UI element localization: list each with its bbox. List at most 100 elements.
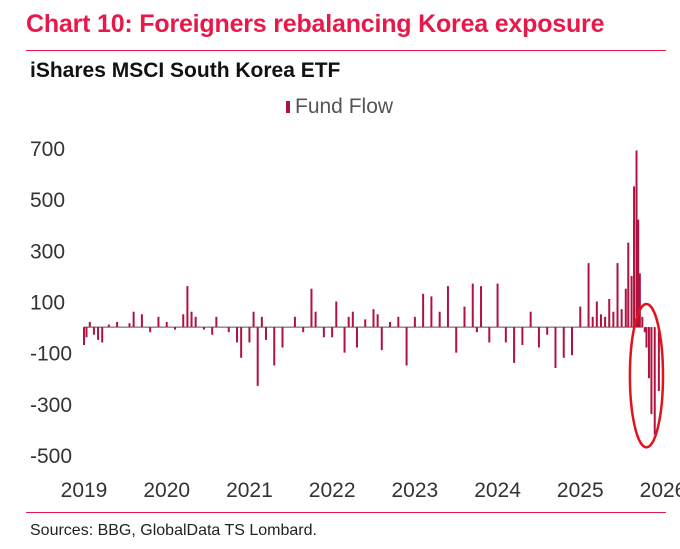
fund-flow-bar [562,327,565,358]
fund-flow-bar [546,327,549,335]
x-tick-label: 2021 [226,479,273,502]
fund-flow-bar [624,288,627,328]
fund-flow-bar [604,316,607,328]
fund-flow-bar [186,286,189,328]
fund-flow-bar [638,273,641,328]
fund-flow-bar [599,314,602,328]
fund-flow-bar [641,316,644,328]
x-tick-label: 2024 [474,479,521,502]
fund-flow-bar [149,327,152,333]
fund-flow-bar [446,286,449,328]
fund-flow-bar [256,327,259,386]
fund-flow-bar [215,316,218,328]
fund-flow-bar [310,288,313,328]
page-title: Chart 10: Foreigners rebalancing Korea e… [26,10,605,38]
x-tick-label: 2022 [309,479,356,502]
title-divider [26,50,666,51]
y-tick-label: 300 [30,240,65,263]
fund-flow-bar [620,309,623,328]
y-tick-label: -500 [30,445,72,468]
fund-flow-bar [128,323,131,328]
fund-flow-bar [343,327,346,353]
fund-flow-bar [513,327,516,363]
fund-flow-bar [107,324,110,328]
fund-flow-bar [248,327,251,343]
fund-flow-bar [657,327,660,392]
fund-flow-bar [376,314,379,328]
fund-flow-bar [529,311,532,328]
fund-flow-bar [475,327,478,333]
fund-flow-bar [335,301,338,328]
fund-flow-bar [413,316,416,328]
fund-flow-bar [637,219,640,328]
x-tick-label: 2020 [143,479,190,502]
fund-flow-bar [537,327,540,348]
fund-flow-bar [240,327,243,358]
fund-flow-bar [264,327,267,340]
fund-flow-bar [190,311,193,328]
fund-flow-bar [591,316,594,328]
fund-flow-bar [571,327,574,356]
fund-flow-bar [397,316,400,328]
fund-flow-bar [633,186,636,328]
y-tick-label: 100 [30,292,65,315]
fund-flow-bar [331,327,334,338]
legend-swatch [286,101,290,113]
fund-flow-bar [463,306,466,328]
fund-flow-bar [438,311,441,328]
fund-flow-bar [83,327,85,345]
fund-flow-bar [496,283,499,328]
y-tick-label: -300 [30,394,72,417]
source-divider [26,512,666,513]
fund-flow-bar [355,327,358,348]
fund-flow-bar [281,327,284,348]
fund-flow-bar [364,319,367,328]
fund-flow-bar [97,327,100,340]
fund-flow-bar [227,327,230,333]
fund-flow-bar [140,314,143,328]
fund-flow-bar [643,327,646,333]
y-tick-label: 500 [30,189,65,212]
fund-flow-bar [236,327,239,343]
fund-flow-bar [616,263,619,328]
fund-flow-bar [630,275,633,328]
fund-flow-bar [101,327,104,343]
fund-flow-bar [132,311,135,328]
fund-flow-bar [88,321,91,328]
fund-flow-bar [405,327,408,366]
fund-flow-bar [372,309,375,328]
fund-flow-bar [380,327,383,351]
fund-flow-bar [595,301,598,328]
fund-flow-bar [260,316,263,328]
fund-flow-bar [587,263,590,328]
fund-flow-bar [389,321,392,328]
chart-subtitle: iShares MSCI South Korea ETF [30,59,341,82]
fund-flow-bar [455,327,458,353]
fund-flow-bar [608,298,611,328]
fund-flow-bar [182,314,185,328]
fund-flow-bar [314,311,317,328]
x-tick-label: 2019 [61,479,108,502]
fund-flow-bar [653,327,656,435]
fund-flow-bar [202,327,205,330]
fund-flow-bar [635,150,638,328]
annotation-circle [628,302,665,449]
fund-flow-bar [488,327,491,343]
source-note: Sources: BBG, GlobalData TS Lombard. [30,522,317,539]
fund-flow-bar [347,316,350,328]
fund-flow-bar [302,327,305,333]
fund-flow-bar [647,327,650,379]
fund-flow-bar [422,293,425,328]
fund-flow-bar [85,327,88,338]
x-tick-label: 2023 [391,479,438,502]
fund-flow-bar [157,316,160,328]
fund-flow-bar [579,306,582,328]
fund-flow-bar [554,327,557,369]
fund-flow-bar [351,311,354,328]
chart-legend: Fund Flow [286,95,393,119]
fund-flow-bar [612,311,615,328]
fund-flow-bar [116,321,119,328]
fund-flow-bar [471,283,474,328]
y-tick-label: 700 [30,138,65,161]
fund-flow-bar [650,327,653,415]
